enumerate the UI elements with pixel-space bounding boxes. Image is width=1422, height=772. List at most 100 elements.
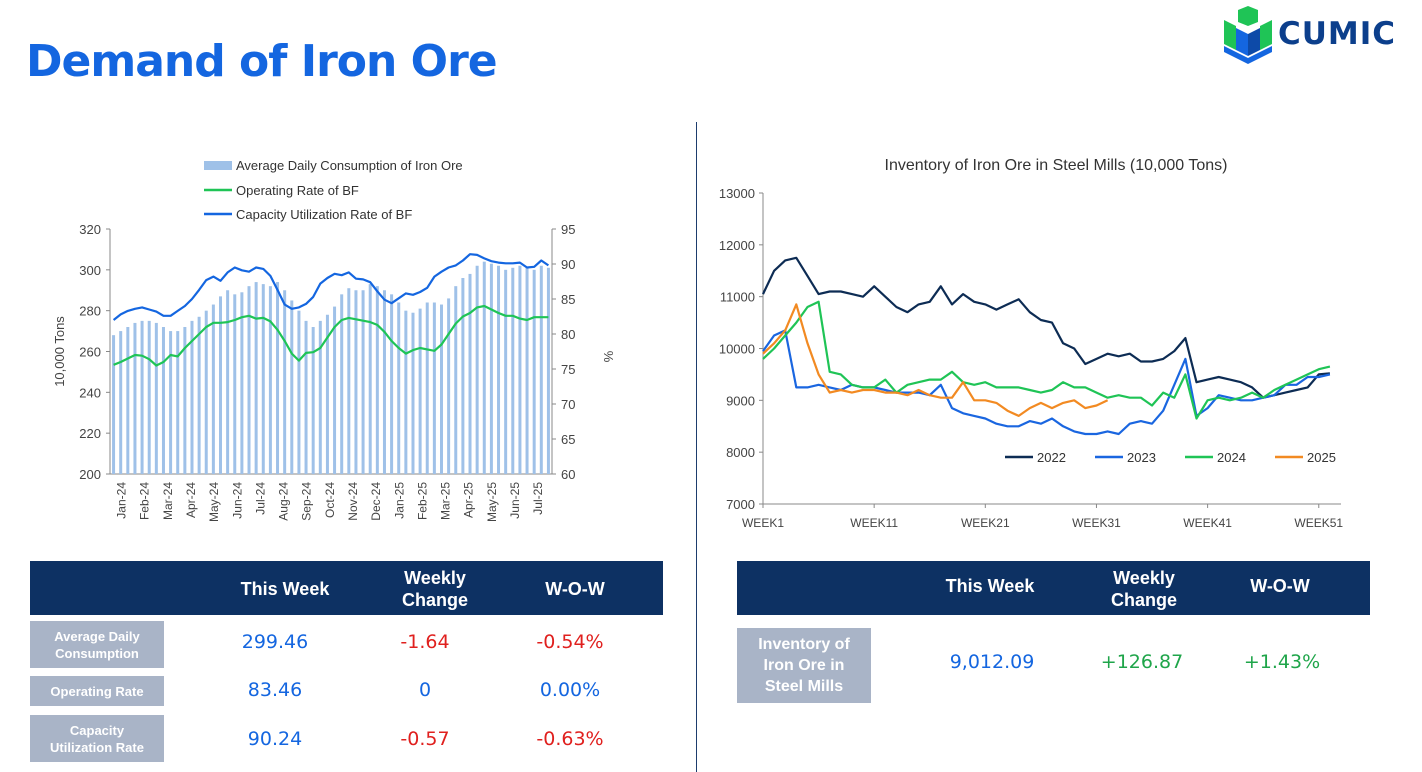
y-tick-label: 8000 [726,445,755,460]
cell-wow: -0.63% [536,728,604,750]
x-tick-label: May-24 [207,482,221,522]
consumption-bar [318,320,322,474]
x-tick-label: Dec-24 [369,482,383,521]
cell-weekly-change: -0.57 [400,728,450,750]
header-this-week: This Week [945,576,1035,596]
cell-wow: -0.54% [536,631,604,653]
y-tick-label: 280 [79,304,101,319]
consumption-bar [233,294,237,474]
cell-wow: +1.43% [1243,651,1321,673]
cumic-logo: CUMIC [1222,6,1412,66]
consumption-bar [482,261,486,474]
capacity-utilization-line [112,253,550,321]
x-tick-label: Jan-24 [115,482,129,519]
consumption-bar [461,278,465,474]
y-tick-label: 12000 [719,238,755,253]
consumption-bar [169,331,173,474]
consumption-bar [390,294,394,474]
consumption-bar [254,282,258,474]
x-tick-label: Apr-24 [184,482,198,518]
y-tick-label: 240 [79,385,101,400]
consumption-bar [197,316,201,474]
cell-weekly-change: 0 [418,679,432,701]
consumption-bar [325,314,329,474]
consumption-bar [333,306,337,474]
consumption-bar [211,304,215,474]
y-tick-label: 11000 [720,290,755,305]
logo-text: CUMIC [1278,16,1397,52]
consumption-bar [311,327,315,474]
consumption-bar [539,265,543,474]
y-tick-label: 10000 [719,342,755,357]
consumption-bar [497,265,501,474]
consumption-bar [397,302,401,474]
consumption-bar [489,263,493,474]
consumption-bar [204,310,208,474]
header-weekly-change: Weekly Change [1110,568,1177,610]
y-tick-label: 260 [79,345,101,360]
row-label-inventory: Inventory of Iron Ore in Steel Mills [737,628,871,703]
header-this-week: This Week [240,579,330,599]
inventory-table: This Week Weekly Change W-O-W Inventory … [737,561,1370,711]
demand-chart: Average Daily Consumption of Iron Ore Ope… [52,158,616,522]
row-label-average-daily-consumption: Average Daily Consumption [30,621,164,668]
consumption-bar [546,267,550,474]
consumption-bar [354,290,358,474]
demand-table: This Week Weekly Change W-O-W Average Da… [30,561,663,766]
cell-weekly-change: -1.64 [400,631,450,653]
consumption-bar [518,265,522,474]
cell-this-week: 83.46 [247,679,303,701]
consumption-bar [532,269,536,474]
cell-this-week: 9,012.09 [949,651,1035,673]
consumption-bar [290,300,294,474]
page-title: Demand of Iron Ore [26,36,498,87]
y2-tick-label: 75 [561,362,575,377]
y-tick-label: 320 [79,222,101,237]
consumption-bar [382,290,386,474]
consumption-bar [504,269,508,474]
x-tick-label: Jul-25 [531,482,545,515]
legend-swatch-consumption [204,161,232,170]
x-tick-label: WEEK41 [1183,516,1232,530]
x-tick-label: Oct-24 [323,482,337,518]
consumption-bar [411,312,415,474]
consumption-bar [226,290,230,474]
consumption-bar [304,320,308,474]
inventory-table-header: This Week Weekly Change W-O-W [737,561,1370,615]
y2-tick-label: 90 [561,257,575,272]
legend-label: 2023 [1127,450,1156,465]
y2-tick-label: 60 [561,467,575,482]
consumption-bar [126,327,130,474]
consumption-bar [119,331,123,474]
consumption-bar [468,273,472,474]
consumption-bar [375,286,379,474]
consumption-bar [475,265,479,474]
cell-weekly-change: +126.87 [1100,651,1184,673]
legend-label: 2024 [1217,450,1246,465]
legend-label: Average Daily Consumption of Iron Ore [236,158,463,173]
consumption-bar [247,286,251,474]
demand-table-header: This Week Weekly Change W-O-W [30,561,663,615]
consumption-bar [176,331,180,474]
x-tick-label: WEEK51 [1294,516,1343,530]
consumption-bar [268,286,272,474]
consumption-bar [161,327,165,474]
x-tick-label: WEEK11 [850,516,898,530]
consumption-bar [368,284,372,474]
x-tick-label: WEEK1 [742,516,784,530]
x-tick-label: Apr-25 [462,482,476,518]
y-axis-title: 10,000 Tons [52,316,67,387]
logo-icon [1224,6,1272,64]
consumption-bar [525,267,529,474]
header-wow: W-O-W [545,579,605,599]
consumption-bar [432,302,436,474]
consumption-bar [133,322,137,474]
consumption-bar [404,310,408,474]
y2-tick-label: 70 [561,397,575,412]
x-tick-label: Sep-24 [300,482,314,521]
consumption-bar [154,322,158,474]
y-tick-label: 300 [79,263,101,278]
x-tick-label: WEEK31 [1072,516,1121,530]
consumption-bar [283,290,287,474]
consumption-bar [140,320,144,474]
